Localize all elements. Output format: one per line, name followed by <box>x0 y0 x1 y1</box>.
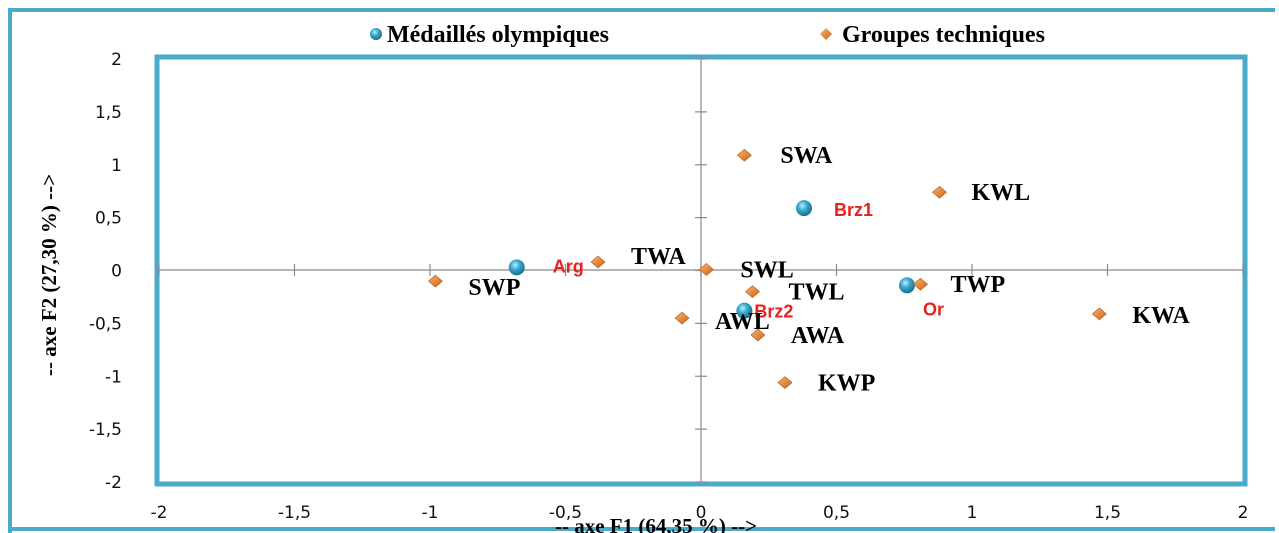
point-marker-kwa <box>1091 307 1107 321</box>
point-labels: Brz1 Arg Or Brz2 SWA KWL TWA SWL SWP TWP TWL KWA AWL… <box>468 143 1190 396</box>
point-marker-arg <box>508 259 525 276</box>
outer-frame <box>8 8 1275 533</box>
point-marker-swl <box>698 263 714 276</box>
point-label-brz2: Brz2 <box>754 302 793 322</box>
legend: Médaillés olympiques Groupes techniques <box>370 22 1045 48</box>
point-label-awa: AWA <box>791 323 845 349</box>
x-tick-label: -0,5 <box>549 503 582 523</box>
point-marker-twl <box>745 285 760 299</box>
y-tick-label: 2 <box>111 50 122 70</box>
point-marker-kwl <box>932 185 947 199</box>
data-markers <box>427 148 1107 389</box>
point-marker-awl <box>674 311 690 325</box>
legend-label-medailles: Médaillés olympiques <box>387 22 609 48</box>
point-label-twp: TWP <box>951 272 1006 298</box>
x-tick-label: 0,5 <box>823 503 850 523</box>
point-label-awl: AWL <box>715 309 770 335</box>
y-tick-labels: 2 1,5 1 0,5 0 -0,5 -1 -1,5 -2 <box>89 50 122 493</box>
point-marker-kwp <box>777 376 793 389</box>
point-marker-or <box>898 277 915 294</box>
x-tick-label: -1 <box>422 503 439 523</box>
x-tick-label: 1 <box>967 503 978 523</box>
point-label-brz1: Brz1 <box>834 200 873 220</box>
y-axis-title: -- axe F2 (27,30 %) --> <box>37 174 61 376</box>
point-label-swp: SWP <box>468 275 520 301</box>
point-label-kwp: KWP <box>818 371 875 397</box>
y-tick-label: -2 <box>105 473 122 493</box>
point-label-twa: TWA <box>631 244 686 270</box>
point-marker-brz2 <box>736 302 753 319</box>
point-label-or: Or <box>923 299 944 319</box>
point-marker-awa <box>750 328 766 342</box>
legend-diamond-icon <box>820 28 832 40</box>
y-tick-label: 1 <box>111 156 122 176</box>
point-marker-swa <box>736 148 752 162</box>
point-label-kwa: KWA <box>1132 303 1190 329</box>
plot-area-border <box>154 54 1248 487</box>
point-label-swl: SWL <box>740 257 793 283</box>
x-tick-labels: -2 -1,5 -1 -0,5 0 0,5 1 1,5 2 <box>151 503 1249 523</box>
x-tick-label: 1,5 <box>1094 503 1121 523</box>
x-tick-label: 0 <box>696 503 707 523</box>
x-tick-label: 2 <box>1238 503 1249 523</box>
legend-label-groupes: Groupes techniques <box>842 22 1045 48</box>
y-tick-label: 1,5 <box>95 103 122 123</box>
y-tick-label: 0,5 <box>95 209 122 229</box>
x-tick-label: -2 <box>151 503 168 523</box>
x-tick-label: -1,5 <box>278 503 311 523</box>
point-marker-twp <box>913 277 928 291</box>
point-marker-twa <box>590 255 606 269</box>
y-tick-label: 0 <box>111 262 122 282</box>
point-label-kwl: KWL <box>971 180 1030 206</box>
legend-circle-icon <box>370 28 382 40</box>
y-tick-label: -1,5 <box>89 420 122 440</box>
y-tick-label: -1 <box>105 367 122 387</box>
point-marker-brz1 <box>795 200 812 217</box>
point-label-arg: Arg <box>553 256 584 276</box>
point-label-swa: SWA <box>780 143 833 169</box>
y-tick-label: -0,5 <box>89 314 122 334</box>
point-marker-swp <box>427 274 443 288</box>
axis-ticks <box>158 58 1244 483</box>
point-label-twl: TWL <box>788 280 844 306</box>
x-axis-title: -- axe F1 (64,35 %) --> <box>555 514 757 533</box>
